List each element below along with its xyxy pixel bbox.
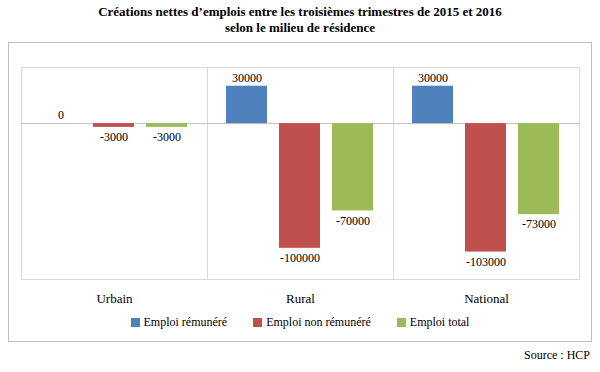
svg-text:Urbain: Urbain: [96, 291, 133, 306]
svg-text:30000: 30000: [232, 71, 262, 85]
svg-text:-73000: -73000: [522, 217, 556, 231]
html-text:selon le milieu de résidence: selon le milieu de résidence: [224, 20, 376, 35]
html-text:Emploi rémunéré: Emploi rémunéré: [143, 315, 228, 329]
svg-text:-3000: -3000: [153, 130, 181, 144]
html-text:Emploi non rémunéré: Emploi non rémunéré: [266, 315, 371, 329]
html-text:Emploi total: Emploi total: [409, 315, 470, 329]
html-text:Créations nettes d’emplois ent: Créations nettes d’emplois entre les tro…: [98, 4, 502, 19]
svg-text:-103000: -103000: [466, 255, 506, 269]
svg-text:Rural: Rural: [286, 291, 315, 306]
svg-text:0: 0: [58, 108, 64, 122]
svg-text:-70000: -70000: [336, 214, 370, 228]
svg-text:30000: 30000: [418, 71, 448, 85]
svg-text:National: National: [464, 291, 509, 306]
svg-text:-3000: -3000: [100, 130, 128, 144]
html-text:Source : HCP: Source : HCP: [524, 348, 590, 362]
svg-text:-100000: -100000: [280, 251, 320, 265]
